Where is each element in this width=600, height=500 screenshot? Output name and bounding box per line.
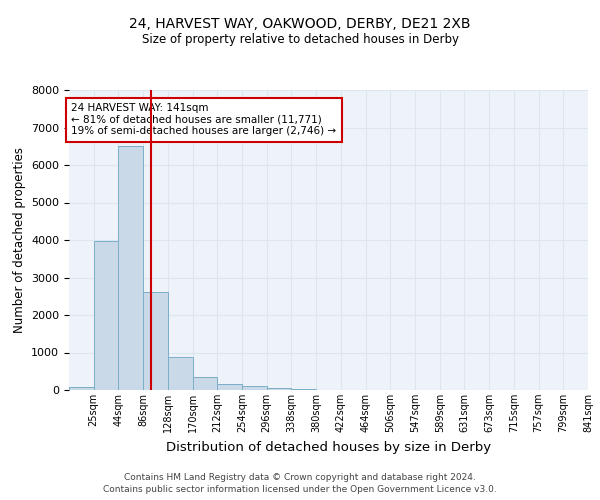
X-axis label: Distribution of detached houses by size in Derby: Distribution of detached houses by size … [166, 440, 491, 454]
Bar [94, 241, 118, 390]
Bar [143, 292, 168, 390]
Text: 24 HARVEST WAY: 141sqm
← 81% of detached houses are smaller (11,771)
19% of semi: 24 HARVEST WAY: 141sqm ← 81% of detached… [71, 103, 337, 136]
Bar [193, 376, 217, 390]
Text: Contains HM Land Registry data © Crown copyright and database right 2024.: Contains HM Land Registry data © Crown c… [124, 472, 476, 482]
Bar [118, 146, 143, 390]
Bar [292, 389, 316, 390]
Y-axis label: Number of detached properties: Number of detached properties [13, 147, 26, 333]
Bar [217, 384, 242, 390]
Bar [69, 387, 94, 390]
Bar [168, 357, 193, 390]
Text: Contains public sector information licensed under the Open Government Licence v3: Contains public sector information licen… [103, 485, 497, 494]
Text: 24, HARVEST WAY, OAKWOOD, DERBY, DE21 2XB: 24, HARVEST WAY, OAKWOOD, DERBY, DE21 2X… [129, 18, 471, 32]
Text: Size of property relative to detached houses in Derby: Size of property relative to detached ho… [142, 32, 458, 46]
Bar [267, 388, 292, 390]
Bar [242, 386, 267, 390]
